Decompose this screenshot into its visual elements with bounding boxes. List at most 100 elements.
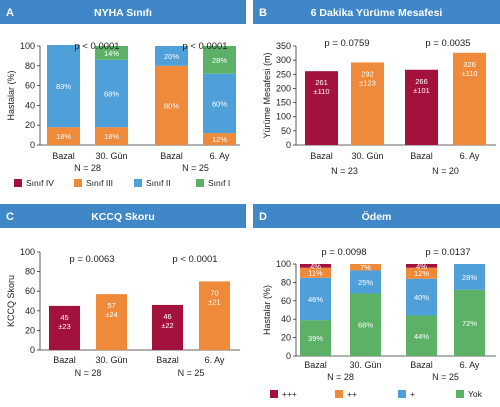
segment-label: 18% [56, 132, 71, 141]
bar-segment [203, 133, 236, 145]
category-label: Bazal [160, 151, 183, 161]
bar-segment [406, 315, 437, 356]
y-tick-label: 100 [276, 259, 291, 269]
legend-swatch [335, 390, 343, 398]
group-n-label: N = 23 [331, 166, 358, 176]
p-value-label: p = 0.0035 [425, 38, 470, 49]
p-value-label: p < 0.0001 [172, 254, 217, 265]
bar [405, 69, 438, 145]
panel-b: B 6 Dakika Yürüme Mesafesi 0 50 100 150 200 250… [253, 0, 500, 176]
y-tick-label: 250 [276, 69, 291, 79]
category-label: 6. Ay [205, 355, 225, 365]
bar-sd-label: ±22 [161, 321, 173, 330]
segment-label: 11% [308, 269, 323, 278]
panel-header [253, 204, 500, 228]
bar-segment [155, 46, 188, 66]
y-tick-label: 0 [286, 140, 291, 150]
panel-title: 6 Dakika Yürüme Mesafesi [311, 7, 443, 19]
y-tick-label: 20 [25, 325, 35, 335]
group-n-label: N = 28 [74, 163, 101, 173]
segment-label: 40% [414, 293, 429, 302]
legend-label: + [410, 389, 415, 399]
legend-swatch [196, 179, 204, 187]
segment-label: 4% [310, 262, 321, 271]
y-tick-label: 300 [276, 55, 291, 65]
y-tick-label: 80 [25, 61, 35, 71]
panel-a: A NYHA Sınıfı 0 20 40 60 80 100 Hastalar (%) 18% 8… [0, 0, 246, 188]
y-tick-label: 20 [25, 120, 35, 130]
category-label: Bazal [53, 355, 76, 365]
legend-label: Sınıf IV [26, 178, 54, 188]
bar-segment [406, 264, 437, 268]
y-tick-label: 350 [276, 41, 291, 51]
y-tick-label: 60 [25, 286, 35, 296]
bar [96, 294, 127, 350]
panel-letter: D [259, 211, 267, 223]
segment-label: 72% [462, 319, 477, 328]
y-tick-label: 20 [281, 333, 291, 343]
bar-segment [155, 65, 188, 145]
bar [305, 71, 338, 145]
category-label: Bazal [304, 360, 327, 370]
p-value-label: p < 0.0001 [182, 41, 227, 52]
bar-segment [203, 46, 236, 74]
group-n-label: N = 20 [432, 166, 459, 176]
bar-sd-label: ±24 [105, 310, 117, 319]
category-label: Bazal [156, 355, 179, 365]
bar [199, 281, 230, 350]
legend-label: ++ [347, 389, 357, 399]
bar-segment [350, 264, 381, 271]
segment-label: 44% [414, 332, 429, 341]
panel-title: Ödem [362, 210, 392, 223]
bar-segment [95, 127, 128, 145]
legend-label: Sınıf II [146, 178, 171, 188]
bar-sd-label: ±21 [208, 297, 220, 306]
y-tick-label: 80 [25, 267, 35, 277]
bar [152, 304, 183, 350]
category-label: 6. Ay [460, 360, 480, 370]
bar-segment [47, 45, 80, 128]
bar-value-label: 57 [107, 301, 115, 310]
y-tick-label: 100 [20, 41, 35, 51]
bar-value-label: 45 [60, 313, 68, 322]
segment-label: 4% [416, 262, 427, 271]
category-label: 30. Gün [95, 151, 127, 161]
bar-segment [95, 46, 128, 60]
category-label: 30. Gün [351, 151, 383, 161]
segment-label: 68% [358, 321, 373, 330]
legend-swatch [134, 179, 142, 187]
bar [49, 305, 80, 350]
legend-swatch [270, 390, 278, 398]
segment-label: 12% [212, 135, 227, 144]
legend-swatch [456, 390, 464, 398]
segment-label: 14% [104, 49, 119, 58]
y-tick-label: 0 [286, 351, 291, 361]
p-value-label: p < 0.0001 [74, 41, 119, 52]
p-value-label: p = 0.0098 [321, 247, 366, 258]
y-tick-label: 50 [281, 126, 291, 136]
y-tick-label: 60 [281, 296, 291, 306]
y-axis-label: KCCQ Skoru [6, 275, 16, 327]
group-n-label: N = 28 [75, 368, 102, 378]
group-n-label: N = 28 [327, 372, 354, 382]
bar-segment [454, 264, 485, 290]
panel-title: KCCQ Skoru [91, 211, 155, 223]
group-n-label: N = 25 [178, 368, 205, 378]
y-tick-label: 40 [281, 314, 291, 324]
segment-label: 39% [308, 334, 323, 343]
bar-segment [300, 267, 331, 278]
bar-value-label: 326 [463, 60, 476, 69]
segment-label: 7% [360, 263, 371, 272]
y-tick-label: 40 [25, 306, 35, 316]
group-n-label: N = 25 [432, 372, 459, 382]
legend-label: Sınıf III [86, 178, 113, 188]
bar-segment [95, 59, 128, 128]
y-tick-label: 150 [276, 98, 291, 108]
bar [351, 62, 384, 145]
segment-label: 18% [104, 132, 119, 141]
bar-sd-label: ±23 [58, 322, 70, 331]
segment-label: 60% [212, 99, 227, 108]
y-tick-label: 0 [30, 140, 35, 150]
category-label: 6. Ay [210, 151, 230, 161]
y-tick-label: 40 [25, 100, 35, 110]
